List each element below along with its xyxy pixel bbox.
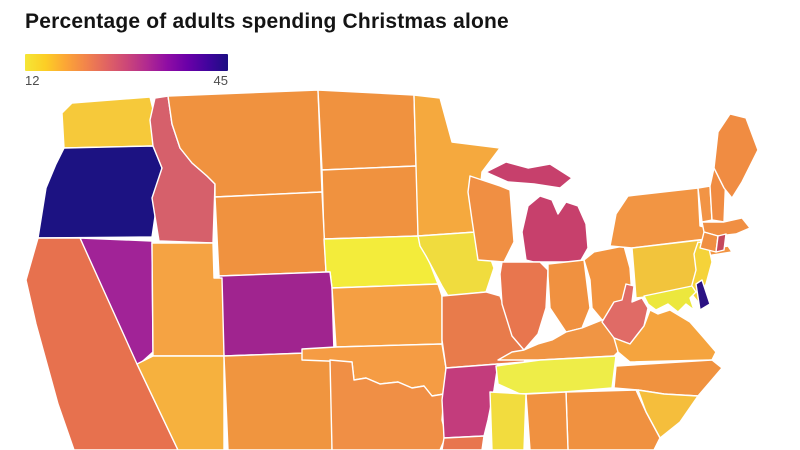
- state-arkansas[interactable]: [441, 363, 499, 439]
- state-rhode-island[interactable]: [715, 233, 727, 253]
- state-alabama[interactable]: [525, 391, 569, 450]
- state-kansas[interactable]: [331, 283, 443, 348]
- state-indiana[interactable]: [547, 259, 591, 333]
- legend-min-label: 12: [25, 73, 40, 88]
- state-maine[interactable]: [713, 113, 759, 199]
- legend-gradient: [25, 54, 228, 71]
- legend-max-label: 45: [213, 73, 228, 88]
- state-washington[interactable]: [61, 96, 157, 149]
- state-south-dakota[interactable]: [321, 165, 421, 240]
- state-georgia[interactable]: [565, 389, 661, 450]
- state-louisiana[interactable]: [441, 435, 485, 450]
- state-connecticut[interactable]: [699, 231, 719, 253]
- state-virginia[interactable]: [613, 309, 717, 363]
- state-illinois[interactable]: [499, 261, 549, 351]
- state-mississippi[interactable]: [489, 391, 527, 450]
- state-delaware[interactable]: [695, 279, 711, 311]
- color-legend: 12 45: [25, 54, 228, 88]
- state-texas[interactable]: [329, 359, 447, 450]
- state-tennessee[interactable]: [495, 355, 617, 395]
- state-north-dakota[interactable]: [317, 89, 417, 171]
- page-title: Percentage of adults spending Christmas …: [25, 10, 509, 33]
- state-new-mexico[interactable]: [223, 351, 335, 450]
- state-maryland[interactable]: [643, 285, 697, 313]
- state-oregon[interactable]: [37, 145, 163, 239]
- state-colorado[interactable]: [218, 271, 335, 357]
- state-wyoming[interactable]: [214, 191, 327, 277]
- state-arizona[interactable]: [136, 355, 225, 450]
- state-utah[interactable]: [151, 242, 225, 357]
- state-california[interactable]: [25, 237, 179, 450]
